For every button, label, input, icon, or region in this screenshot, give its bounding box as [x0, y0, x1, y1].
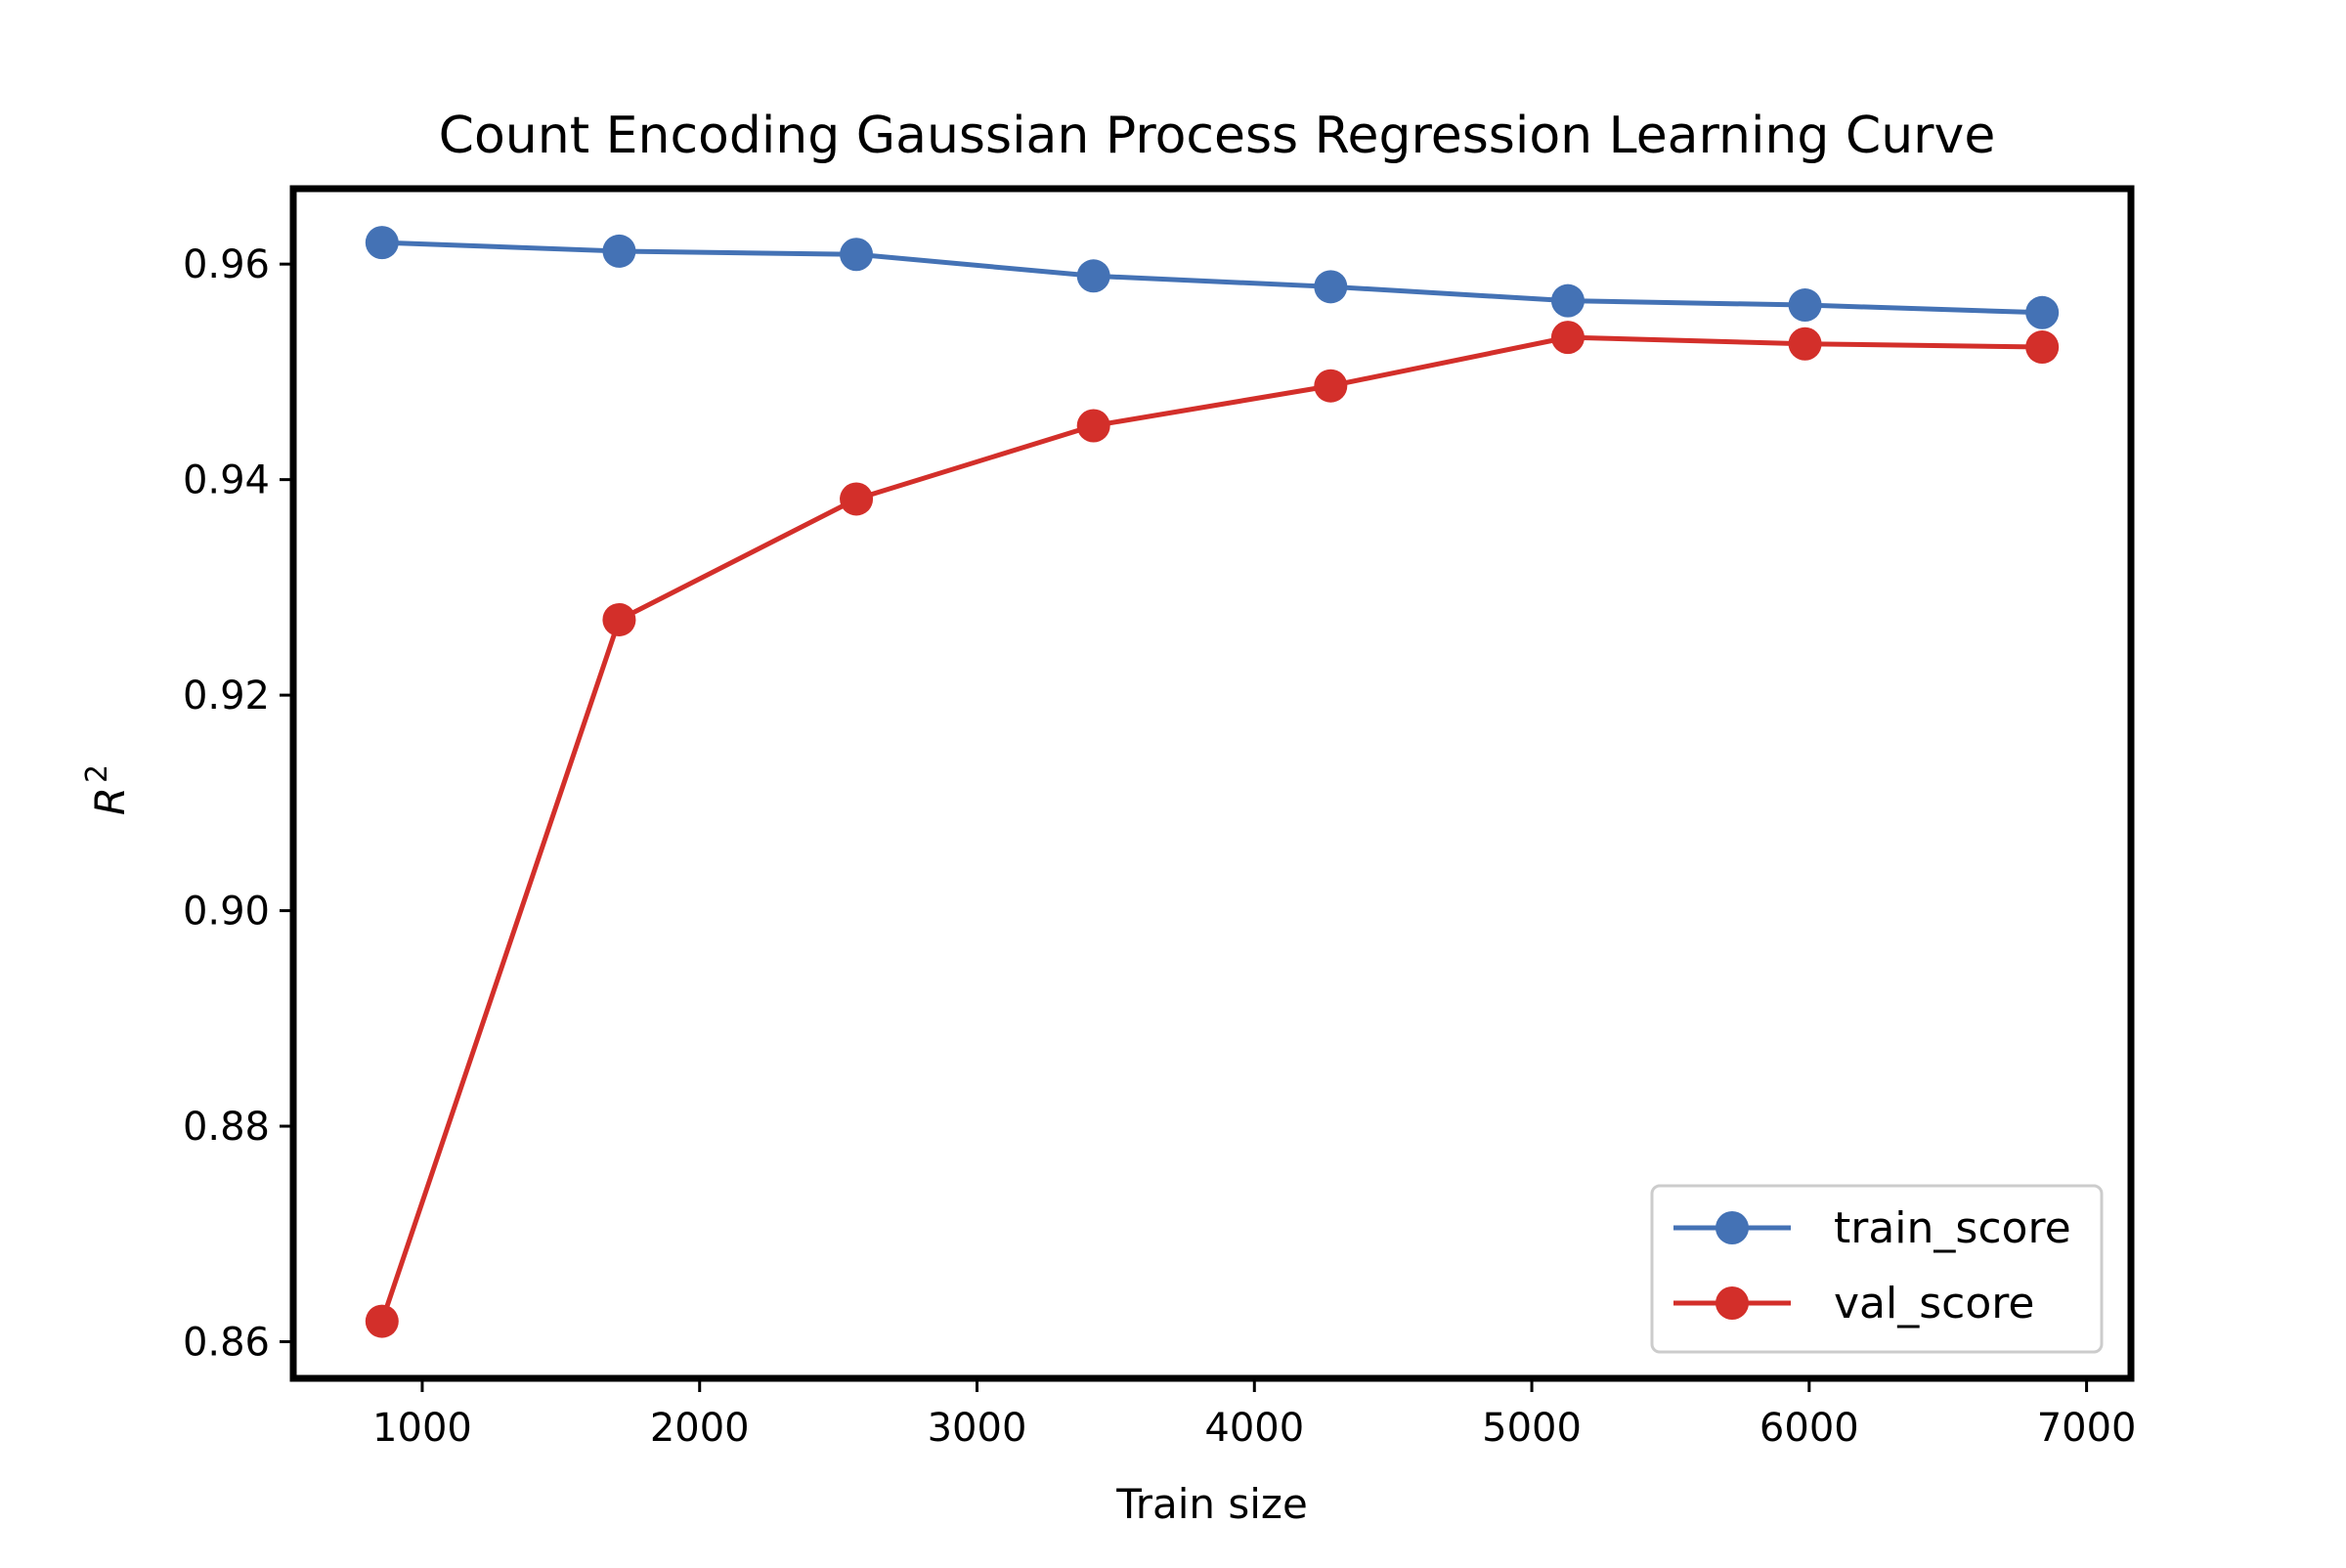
- data-point-train_score: [1076, 259, 1110, 293]
- y-axis-ticks: 0.86 0.88 0.90 0.92 0.94 0.96: [183, 242, 293, 1366]
- y-axis-label-base: R: [86, 787, 134, 815]
- legend-marker-val_score: [1716, 1286, 1749, 1320]
- series-train_score: [365, 226, 2060, 329]
- svg-text:R2: R2: [80, 764, 134, 815]
- data-point-train_score: [2025, 295, 2060, 329]
- x-tick-label: 1000: [372, 1406, 472, 1451]
- chart-title: Count Encoding Gaussian Process Regressi…: [439, 107, 1996, 165]
- legend: train_score val_score: [1650, 1184, 2104, 1354]
- data-point-train_score: [1314, 270, 1348, 304]
- data-point-val_score: [1076, 409, 1110, 443]
- x-tick-label: 4000: [1204, 1406, 1304, 1451]
- data-point-val_score: [1550, 321, 1585, 355]
- x-tick-label: 2000: [650, 1406, 750, 1451]
- data-point-val_score: [1314, 369, 1348, 403]
- data-point-val_score: [2025, 330, 2060, 365]
- series-line-val_score: [379, 334, 2043, 1323]
- x-axis-label: Train size: [1115, 1480, 1308, 1528]
- y-tick-label: 0.86: [183, 1321, 270, 1366]
- x-axis-ticks: 1000 2000 3000 4000 5000 6000 7000: [372, 1378, 2136, 1451]
- data-point-val_score: [840, 482, 874, 516]
- data-point-train_score: [1788, 288, 1822, 323]
- y-axis-label-superscript: 2: [80, 764, 114, 783]
- legend-marker-train_score: [1716, 1211, 1749, 1244]
- data-point-train_score: [365, 226, 399, 260]
- legend-label-train_score: train_score: [1834, 1203, 2071, 1253]
- series-line-train_score: [381, 240, 2043, 316]
- y-tick-label: 0.90: [183, 890, 270, 935]
- y-tick-label: 0.94: [183, 458, 270, 503]
- data-point-val_score: [1788, 327, 1822, 361]
- y-tick-label: 0.88: [183, 1105, 270, 1150]
- x-tick-label: 7000: [2037, 1406, 2137, 1451]
- data-point-train_score: [602, 234, 636, 268]
- y-axis-label: R2: [80, 764, 134, 815]
- x-tick-label: 6000: [1760, 1406, 1859, 1451]
- x-tick-label: 3000: [928, 1406, 1027, 1451]
- y-tick-label: 0.92: [183, 674, 270, 719]
- data-point-val_score: [602, 602, 636, 636]
- plot-area-frame: [289, 185, 2135, 1382]
- data-point-val_score: [365, 1304, 399, 1338]
- series-val_score: [365, 321, 2060, 1338]
- y-tick-label: 0.96: [183, 242, 270, 287]
- x-tick-label: 5000: [1482, 1406, 1582, 1451]
- data-point-train_score: [1550, 283, 1585, 318]
- legend-label-val_score: val_score: [1834, 1279, 2034, 1328]
- data-point-train_score: [840, 238, 874, 272]
- series-layer: [365, 226, 2060, 1338]
